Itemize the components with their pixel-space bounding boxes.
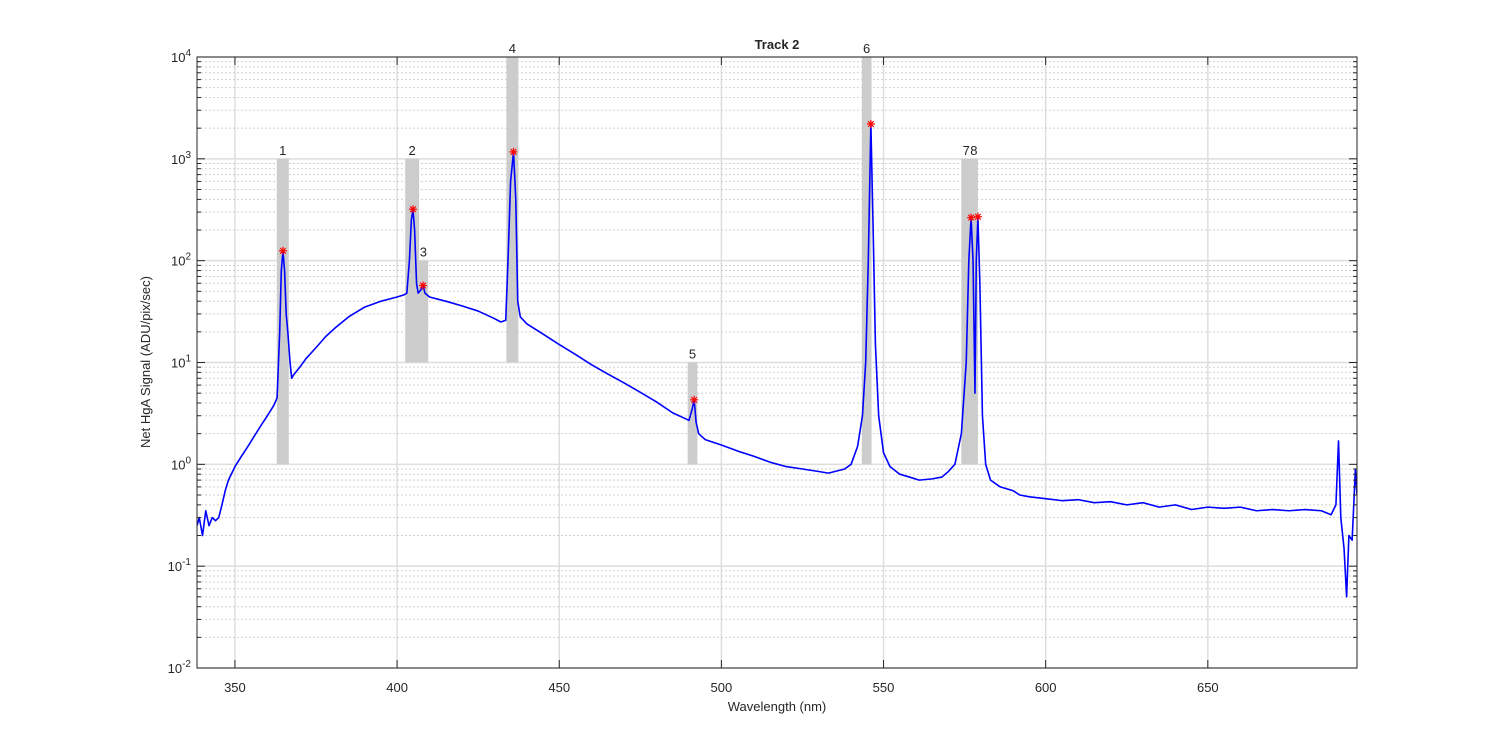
band-label: 4 bbox=[509, 41, 516, 56]
peak-band bbox=[506, 57, 519, 363]
x-tick-label: 650 bbox=[1197, 680, 1219, 695]
band-label: 7 bbox=[963, 143, 970, 158]
peak-marker bbox=[509, 147, 518, 156]
y-tick-label: 10-2 bbox=[168, 659, 192, 676]
x-tick-label: 600 bbox=[1035, 680, 1057, 695]
marker-stroke bbox=[967, 214, 975, 221]
marker-stroke bbox=[409, 206, 417, 213]
peak-band bbox=[276, 158, 289, 465]
x-tick-label: 400 bbox=[386, 680, 408, 695]
band-label: 2 bbox=[409, 143, 416, 158]
y-tick-label: 10-1 bbox=[168, 557, 192, 574]
marker-stroke bbox=[419, 282, 427, 289]
y-tick-label: 102 bbox=[171, 252, 191, 269]
peak-band bbox=[418, 260, 429, 363]
peak-marker bbox=[278, 246, 287, 255]
peak-marker bbox=[973, 212, 982, 221]
band-label: 6 bbox=[863, 41, 870, 56]
band-label: 5 bbox=[689, 347, 696, 362]
chart-title: Track 2 bbox=[755, 37, 800, 52]
band-label: 8 bbox=[970, 143, 977, 158]
x-tick-label: 500 bbox=[711, 680, 733, 695]
x-tick-label: 550 bbox=[873, 680, 895, 695]
x-tick-label: 350 bbox=[224, 680, 246, 695]
peak-marker bbox=[690, 395, 699, 404]
y-tick-label: 101 bbox=[171, 354, 191, 371]
peak-marker bbox=[408, 205, 417, 214]
peak-marker bbox=[866, 119, 875, 128]
y-tick-label: 103 bbox=[171, 150, 191, 167]
marker-stroke bbox=[690, 396, 698, 404]
spectrum-line bbox=[197, 123, 1357, 598]
band-label: 1 bbox=[279, 143, 286, 158]
peak-marker bbox=[967, 213, 976, 222]
peak-marker bbox=[419, 281, 428, 290]
peak-band bbox=[861, 57, 872, 465]
marker-stroke bbox=[974, 213, 982, 220]
peak-band bbox=[687, 362, 698, 465]
band-label: 3 bbox=[420, 245, 427, 260]
marker-stroke bbox=[510, 148, 517, 156]
y-axis-label: Net HgA Signal (ADU/pix/sec) bbox=[138, 276, 153, 448]
x-axis-label: Wavelength (nm) bbox=[728, 699, 827, 714]
x-tick-label: 450 bbox=[548, 680, 570, 695]
marker-stroke bbox=[867, 120, 875, 128]
peak-band bbox=[961, 158, 972, 465]
marker-stroke bbox=[279, 247, 287, 255]
peak-band bbox=[405, 158, 420, 363]
y-tick-label: 100 bbox=[171, 455, 191, 472]
y-tick-label: 104 bbox=[171, 48, 191, 65]
